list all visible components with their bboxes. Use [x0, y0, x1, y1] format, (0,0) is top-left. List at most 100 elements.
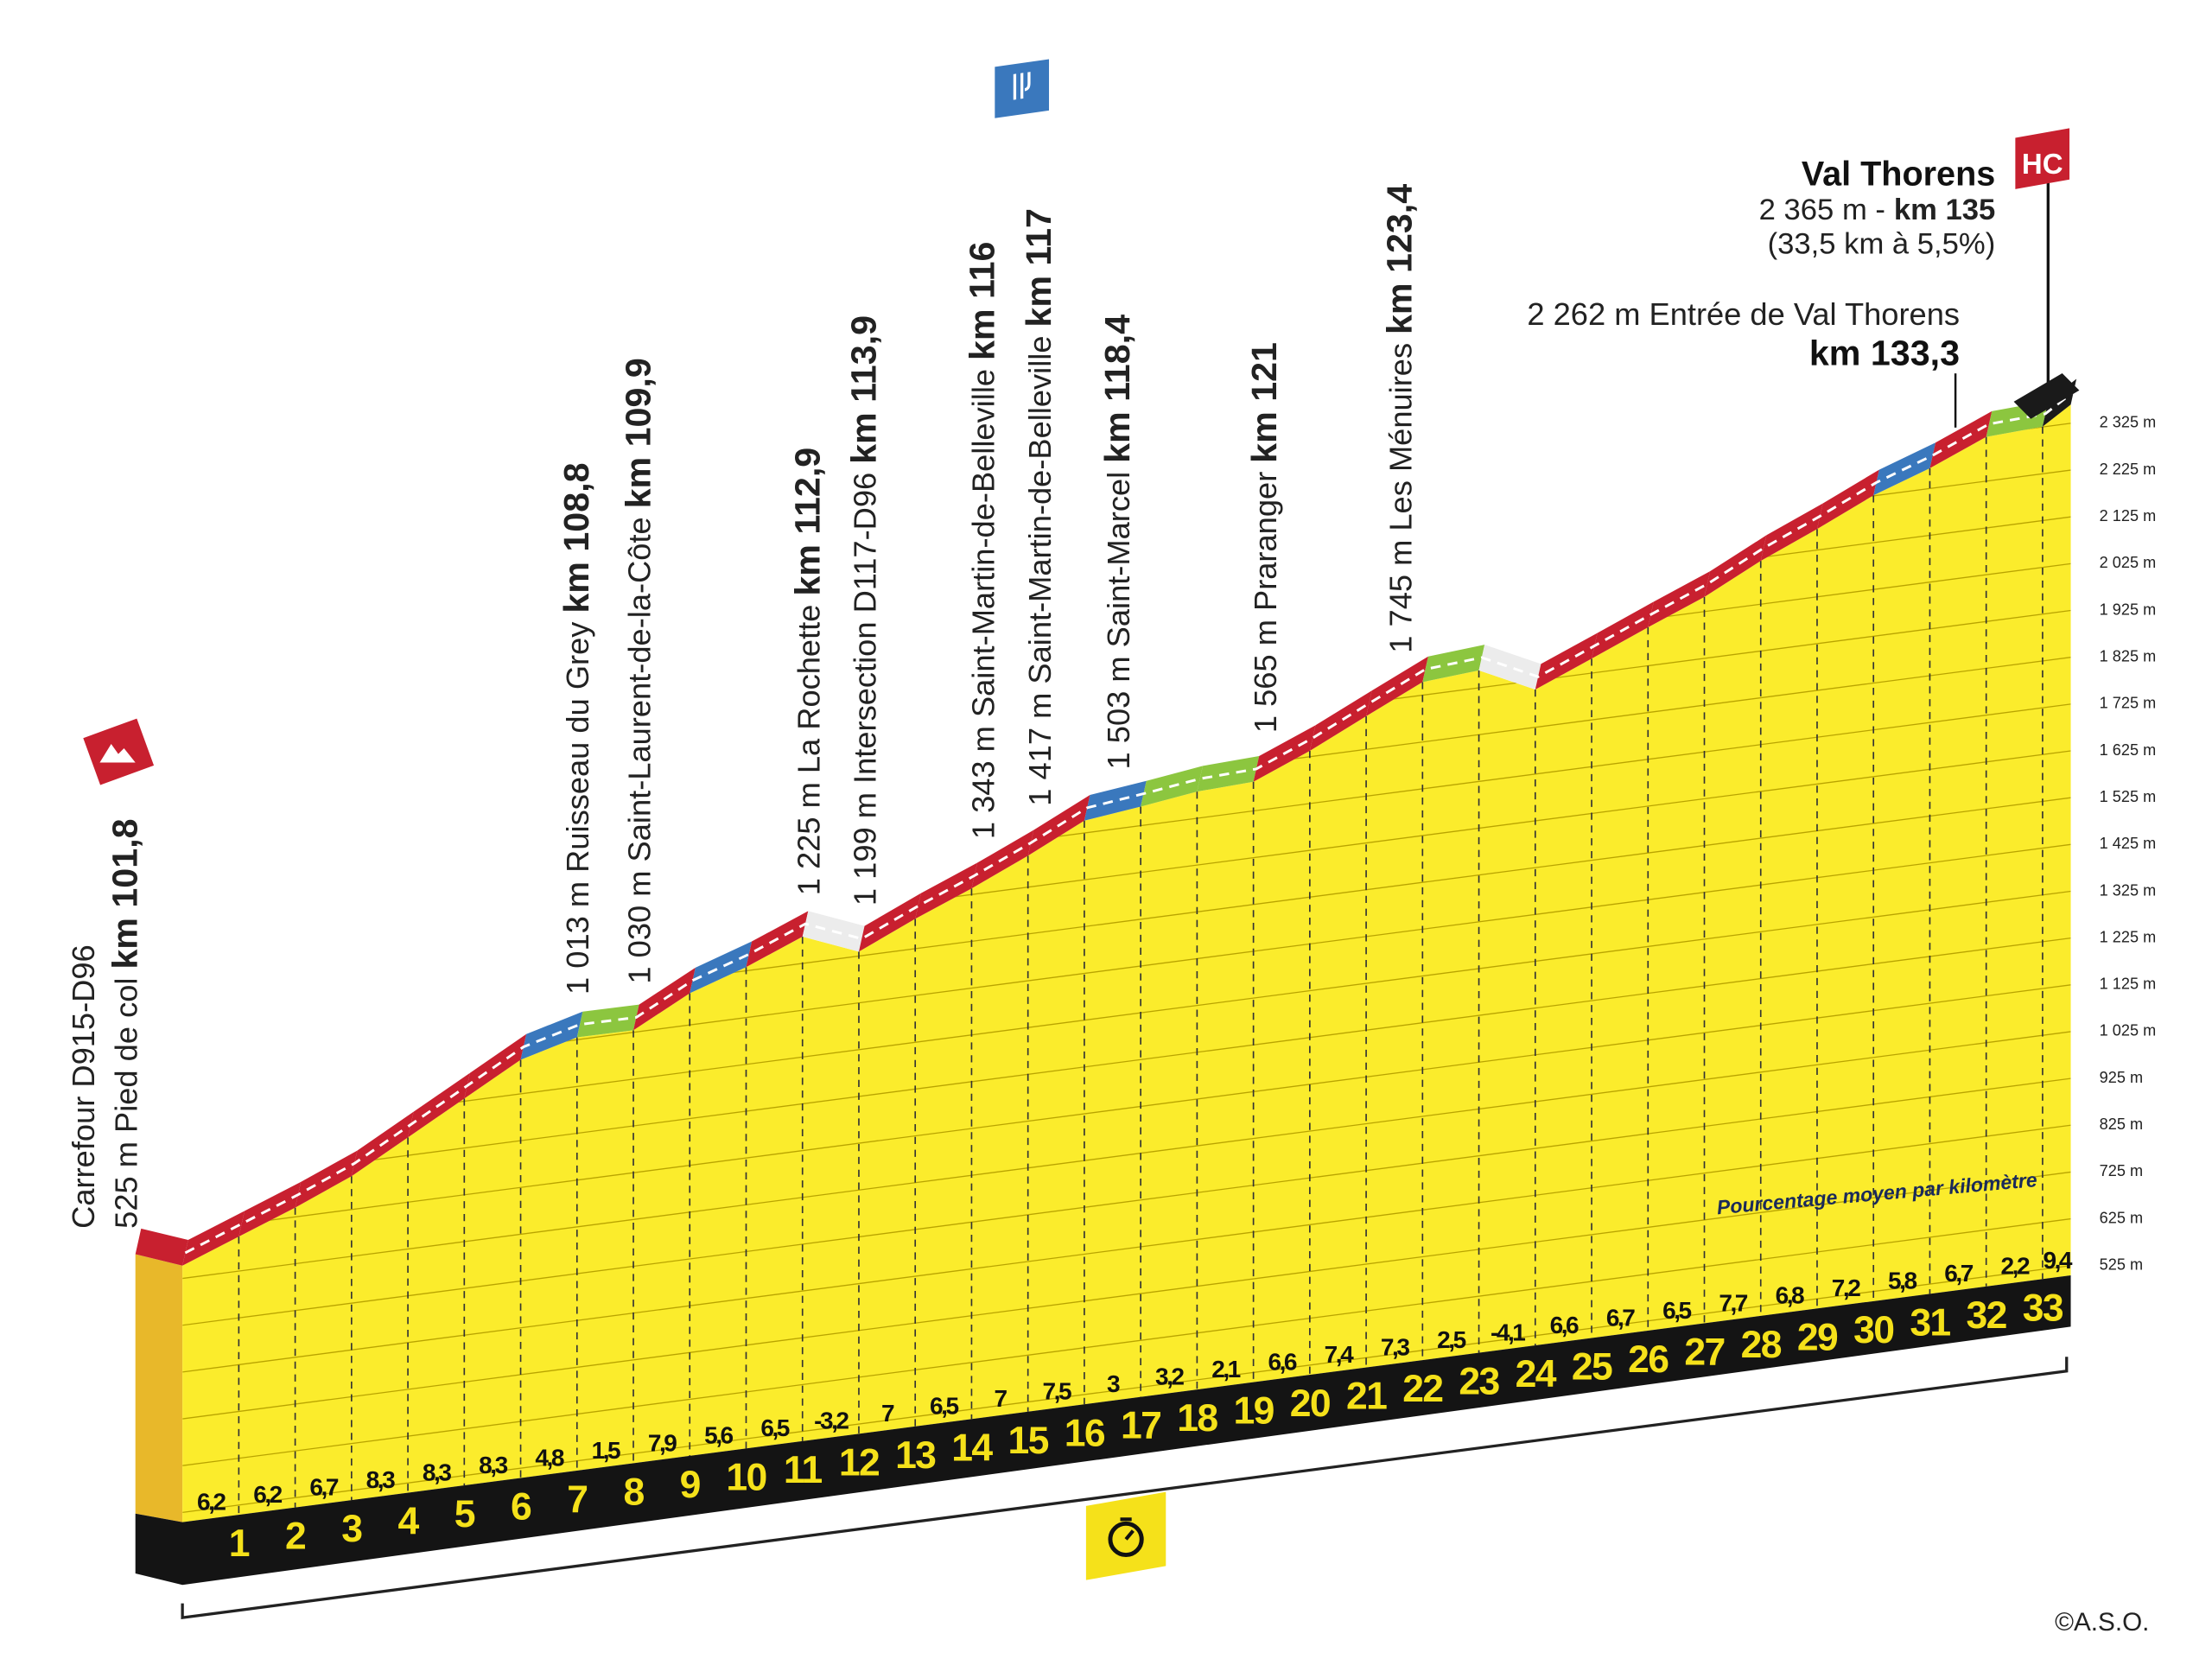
- waypoint-label: 1 013 m Ruisseau du Grey km 108,8: [556, 462, 596, 994]
- gradient-label: 5,6: [704, 1422, 733, 1449]
- gradient-label: 6,7: [309, 1473, 338, 1500]
- waypoint-name: 1 013 m Ruisseau du Grey: [560, 621, 595, 995]
- km-label: 26: [1628, 1338, 1669, 1381]
- km-label: 22: [1402, 1368, 1442, 1410]
- gradient-label: 6,5: [760, 1414, 789, 1441]
- finish-summary: (33,5 km à 5,5%): [1768, 228, 1996, 261]
- gradient-segment: [182, 1211, 245, 1266]
- y-tick-label: 1 925 m: [2100, 601, 2157, 618]
- y-tick-label: 1 125 m: [2100, 976, 2157, 993]
- gradient-label: 7: [994, 1385, 1007, 1412]
- start-name: 525 m Pied de col: [108, 978, 143, 1229]
- y-tick-label: 1 825 m: [2100, 647, 2157, 664]
- km-label: 13: [895, 1434, 936, 1477]
- grid-line: [182, 984, 2071, 1233]
- waypoint-km: km 116: [963, 242, 1002, 361]
- y-tick-label: 2 125 m: [2100, 507, 2157, 524]
- gradient-label: 6,6: [1268, 1348, 1296, 1375]
- grid-line: [182, 1265, 2071, 1514]
- waypoint-name: 1 199 m Intersection D117-D96: [848, 473, 883, 906]
- waypoint-name: 1 503 m Saint-Marcel: [1101, 472, 1136, 770]
- km-label: 30: [1853, 1309, 1893, 1351]
- waypoint-label: 1 565 m Praranger km 121: [1244, 342, 1284, 733]
- km-label: 16: [1065, 1412, 1105, 1454]
- km-label: 5: [454, 1493, 475, 1535]
- feed-zone-icon: [1013, 72, 1031, 100]
- km-label: 17: [1121, 1405, 1160, 1447]
- km-label: 24: [1516, 1353, 1557, 1395]
- y-tick-label: 625 m: [2100, 1209, 2143, 1226]
- grid-line: [182, 1031, 2071, 1280]
- km-label: 28: [1741, 1324, 1782, 1366]
- gradient-label: 3,2: [1155, 1363, 1184, 1390]
- waypoint-label: 1 199 m Intersection D117-D96 km 113,9: [844, 315, 884, 906]
- grid-line: [182, 1217, 2071, 1466]
- gradient-label: 2,5: [1437, 1326, 1465, 1353]
- km-label: 7: [567, 1478, 587, 1521]
- km-label: 8: [623, 1471, 644, 1513]
- gradient-segment: [1084, 780, 1147, 821]
- start-km: km 101,8: [105, 818, 144, 969]
- waypoint-name: 1 225 m La Rochette: [791, 605, 826, 896]
- gradient-segment: [1478, 645, 1541, 690]
- hc-label: HC: [2022, 148, 2063, 180]
- km-label: 14: [951, 1427, 993, 1469]
- gradient-label: -3,2: [814, 1408, 849, 1434]
- km-label: 10: [726, 1456, 766, 1498]
- gradient-label: 6,8: [1776, 1282, 1804, 1309]
- waypoint-km: km 121: [1244, 342, 1284, 463]
- km-label: 12: [839, 1441, 879, 1484]
- km-label: 15: [1008, 1420, 1049, 1462]
- timing-icon-hands: [1120, 1517, 1135, 1541]
- waypoint-label: 1 030 m Saint-Laurent-de-la-Côte km 109,9: [619, 358, 658, 983]
- y-tick-label: 2 025 m: [2100, 554, 2157, 571]
- hc-badge: [2015, 128, 2070, 189]
- waypoint-name: 1 745 m Les Ménuires: [1382, 343, 1418, 653]
- gradient-label: 6,5: [930, 1393, 958, 1420]
- waypoint-km: km 113,9: [844, 315, 884, 464]
- km-label: 27: [1684, 1331, 1724, 1373]
- gradient-label: 4,8: [535, 1444, 563, 1471]
- gradient-label: 7: [881, 1400, 894, 1427]
- start-label-2: 525 m Pied de col km 101,8: [105, 818, 144, 1228]
- start-badge-icon: [99, 744, 136, 763]
- gradient-label: 8,3: [366, 1466, 395, 1493]
- waypoint-name: 1 565 m Praranger: [1248, 472, 1283, 733]
- y-tick-label: 1 725 m: [2100, 695, 2157, 712]
- side-face: [135, 1254, 183, 1522]
- waypoint-label: 1 417 m Saint-Martin-de-Belleville km 117: [1019, 208, 1058, 806]
- y-tick-label: 2 225 m: [2100, 461, 2157, 478]
- finish-km: km 135: [1894, 194, 1995, 226]
- km-label: 23: [1459, 1361, 1499, 1403]
- gradient-label: 7,9: [648, 1429, 677, 1456]
- gradient-label: 2,1: [1211, 1356, 1240, 1382]
- ground-strip: [135, 1275, 2071, 1586]
- gradient-label: -4,1: [1491, 1319, 1525, 1345]
- km-label: 19: [1234, 1390, 1274, 1433]
- gradient-segment: [690, 941, 753, 994]
- km-label: 20: [1290, 1382, 1330, 1425]
- km-label: 25: [1572, 1346, 1612, 1389]
- y-tick-label: 1 025 m: [2100, 1022, 2157, 1039]
- gradient-segment: [1366, 656, 1428, 716]
- gradient-label: 7,7: [1719, 1289, 1747, 1316]
- credit: ©A.S.O.: [2055, 1608, 2149, 1637]
- grid-line: [182, 937, 2071, 1185]
- waypoint-label: 1 745 m Les Ménuires km 123,4: [1379, 184, 1419, 653]
- gradient-label: 7,4: [1325, 1341, 1354, 1368]
- waypoint-label: 1 225 m La Rochette km 112,9: [787, 448, 827, 895]
- finish-name: Val Thorens: [1802, 155, 1995, 193]
- y-tick-label: 2 325 m: [2100, 414, 2157, 431]
- waypoint-label: 1 503 m Saint-Marcel km 118,4: [1097, 315, 1137, 770]
- grid-line: [182, 890, 2071, 1139]
- profile-layer: 525 m 625 m 725 m 825 m 925 m 1 025 m 1 125 m 1…: [135, 372, 2157, 1586]
- gradient-label: 7,2: [1832, 1274, 1860, 1301]
- gradient-label: 7,5: [1043, 1378, 1071, 1405]
- waypoint-km: km 123,4: [1379, 184, 1419, 334]
- gradient-label: 9,4: [2043, 1247, 2072, 1274]
- background-layer: HC: [83, 59, 2070, 1620]
- waypoint-km: km 108,8: [556, 462, 596, 613]
- gradient-label: 3: [1107, 1370, 1120, 1397]
- waypoint-km: km 118,4: [1097, 315, 1137, 463]
